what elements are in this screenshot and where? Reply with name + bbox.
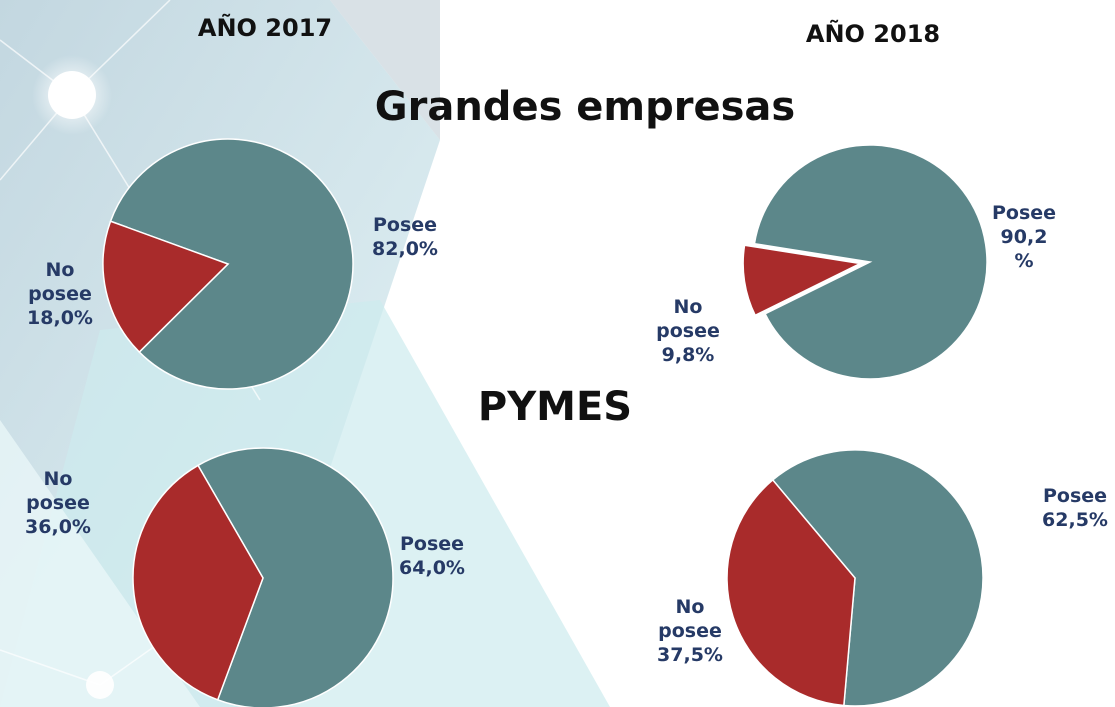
pie-slice <box>753 144 988 380</box>
value-label: 82,0% <box>372 238 438 260</box>
section-title: Grandes empresas <box>374 84 796 130</box>
category-label: No posee <box>28 259 92 305</box>
data-label: No posee 18,0% <box>20 258 100 330</box>
data-label: Posee 82,0% <box>360 213 450 261</box>
value-label: 37,5% <box>657 644 723 666</box>
value-label: 9,8% <box>661 344 715 366</box>
data-label: No posee 36,0% <box>18 467 98 539</box>
category-label: Posee <box>399 533 465 555</box>
data-label: No posee 9,8% <box>653 295 723 367</box>
data-label: Posee 64,0% <box>387 532 477 580</box>
data-label: No posee 37,5% <box>650 595 730 667</box>
pie-slice <box>196 447 394 707</box>
pie-slice <box>771 449 984 707</box>
value-label: 36,0% <box>25 516 91 538</box>
category-label: Posee <box>1042 485 1108 507</box>
year-title: AÑO 2018 <box>805 20 941 48</box>
value-label: 18,0% <box>27 307 93 329</box>
category-label: Posee <box>372 214 438 236</box>
section-title: PYMES <box>477 384 633 430</box>
pie-slice <box>742 244 863 317</box>
category-label: Posee <box>991 202 1057 224</box>
year-title: AÑO 2017 <box>197 14 333 42</box>
pie-slice <box>726 478 856 707</box>
category-label: No posee <box>26 468 90 514</box>
value-label: 64,0% <box>399 557 465 579</box>
category-label: No posee <box>658 596 722 642</box>
pie-slice <box>102 220 230 354</box>
value-label: 62,5% <box>1042 509 1108 531</box>
value-label: 90,2 % <box>1000 226 1048 272</box>
data-label: Posee 90,2 % <box>989 201 1059 273</box>
pie-slice <box>132 464 264 701</box>
category-label: No posee <box>656 296 720 342</box>
data-label: Posee 62,5% <box>1030 484 1115 532</box>
pie-slice <box>109 138 354 390</box>
